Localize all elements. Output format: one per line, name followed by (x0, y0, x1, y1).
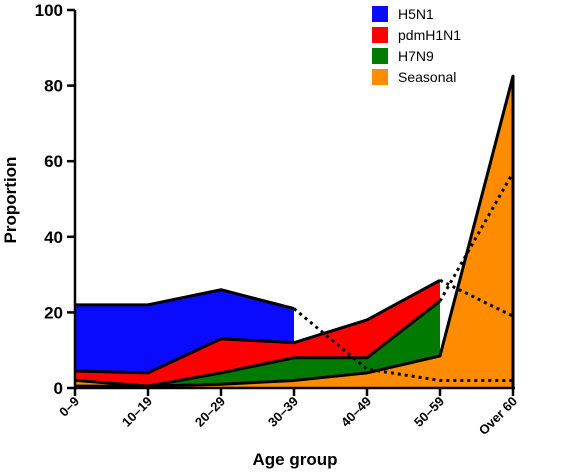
x-tick-label: 10–19 (119, 394, 155, 430)
area-seasonal (75, 76, 513, 389)
y-tick-label: 60 (44, 152, 63, 171)
area-h7n9 (75, 301, 440, 388)
legend-swatch-pdmh1n1 (372, 27, 388, 43)
series-lines (74, 74, 515, 388)
y-ticks: 0 20 40 60 80 100 (35, 1, 75, 398)
legend-label-pdmh1n1: pdmH1N1 (398, 27, 461, 43)
legend-label-seasonal: Seasonal (398, 69, 456, 85)
y-tick-label: 20 (44, 303, 63, 322)
line-pdmh1n1 (74, 278, 441, 375)
x-axis-title: Age group (253, 450, 338, 469)
y-tick-label: 80 (44, 77, 63, 96)
legend-label-h7n9: H7N9 (398, 48, 434, 64)
x-tick-label: Over 60 (476, 394, 520, 438)
y-axis-title: Proportion (1, 157, 20, 244)
legend-swatch-h7n9 (372, 48, 388, 64)
x-tick-label: 50–59 (411, 394, 447, 430)
projection-line-h5n1 (293, 307, 513, 382)
legend-label-h5n1: H5N1 (398, 6, 434, 22)
legend: H5N1 pdmH1N1 H7N9 Seasonal (372, 6, 461, 85)
x-tick-label: 30–39 (265, 394, 301, 430)
line-h5n1 (75, 288, 295, 311)
legend-swatch-h5n1 (372, 6, 388, 22)
line-seasonal (74, 74, 515, 388)
y-tick-label: 0 (54, 379, 63, 398)
y-tick-label: 40 (44, 228, 63, 247)
legend-swatch-seasonal (372, 69, 388, 85)
series-fills (75, 76, 513, 389)
y-tick-label: 100 (35, 1, 63, 20)
x-tick-label: 20–29 (192, 394, 228, 430)
x-tick-label: 40–49 (338, 394, 374, 430)
x-ticks: 0–9 10–19 20–29 30–39 40–49 50–59 Over 60 (56, 388, 520, 438)
